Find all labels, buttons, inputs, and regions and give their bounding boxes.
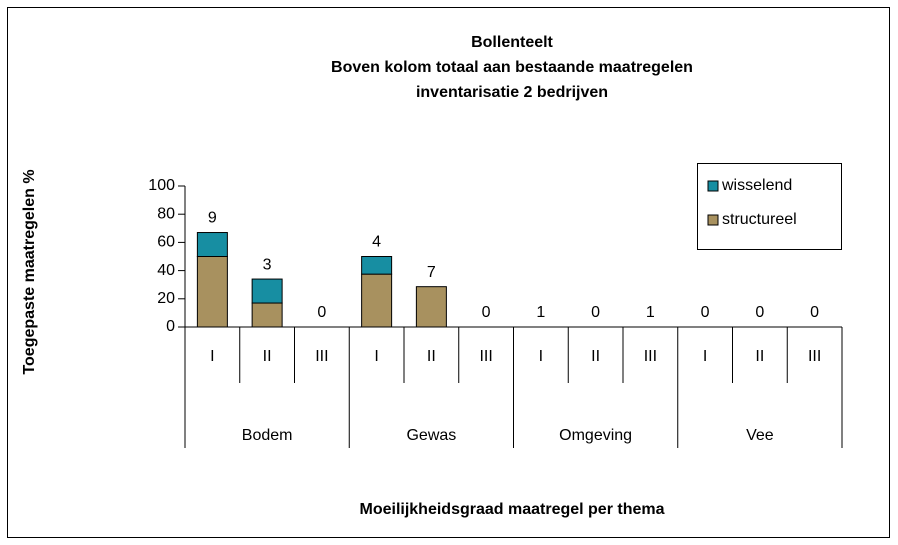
chart-title: Boven kolom totaal aan bestaande maatreg… — [331, 59, 693, 76]
group-label: Gewas — [406, 427, 456, 444]
bar-segment — [251, 302, 283, 328]
y-tick-label: 60 — [157, 234, 175, 251]
frame — [7, 7, 890, 538]
bar-segment — [361, 273, 393, 328]
y-tick-label: 100 — [148, 177, 175, 194]
x-tick-label: I — [374, 348, 378, 365]
x-tick-label: III — [808, 348, 821, 365]
y-tick-label: 0 — [166, 318, 175, 335]
legend-swatch — [707, 214, 719, 226]
x-tick-label: I — [210, 348, 214, 365]
y-tick-label: 40 — [157, 262, 175, 279]
data-label: 9 — [208, 210, 217, 227]
x-tick-label: II — [427, 348, 436, 365]
bar-segment — [196, 232, 228, 257]
data-label: 1 — [536, 304, 545, 321]
x-tick-label: III — [315, 348, 328, 365]
legend-box — [697, 163, 842, 250]
x-tick-label: III — [644, 348, 657, 365]
x-tick-label: I — [539, 348, 543, 365]
chart-title: Bollenteelt — [471, 34, 553, 51]
y-tick-label: 80 — [157, 205, 175, 222]
group-label: Bodem — [242, 427, 293, 444]
data-label: 0 — [317, 304, 326, 321]
chart-title: inventarisatie 2 bedrijven — [416, 84, 608, 101]
legend-swatch — [707, 180, 719, 192]
data-label: 3 — [263, 256, 272, 273]
data-label: 0 — [482, 304, 491, 321]
group-label: Vee — [746, 427, 774, 444]
data-label: 4 — [372, 234, 381, 251]
data-label: 0 — [591, 304, 600, 321]
x-tick-label: II — [591, 348, 600, 365]
bar-segment — [415, 286, 447, 328]
data-label: 0 — [701, 304, 710, 321]
x-tick-label: II — [755, 348, 764, 365]
x-tick-label: III — [479, 348, 492, 365]
data-label: 0 — [810, 304, 819, 321]
legend-label: wisselend — [721, 177, 792, 194]
bar-segment — [196, 256, 228, 328]
bar-segment — [361, 256, 393, 275]
y-axis-label: Toegepaste maatregelen % — [21, 169, 38, 374]
group-label: Omgeving — [559, 427, 632, 444]
x-tick-label: I — [703, 348, 707, 365]
y-tick-label: 20 — [157, 290, 175, 307]
bar-segment — [251, 278, 283, 304]
data-label: 7 — [427, 264, 436, 281]
data-label: 0 — [755, 304, 764, 321]
legend-label: structureel — [722, 211, 797, 228]
x-tick-label: II — [263, 348, 272, 365]
data-label: 1 — [646, 304, 655, 321]
x-axis-label: Moeilijkheidsgraad maatregel per thema — [360, 501, 665, 518]
